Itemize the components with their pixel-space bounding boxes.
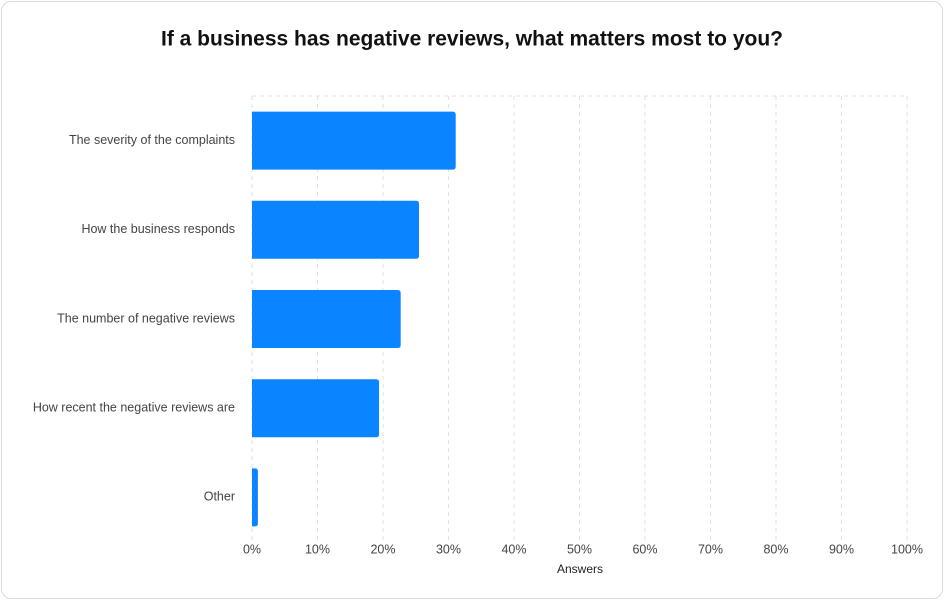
- x-tick-label: 30%: [436, 542, 461, 556]
- x-tick-label: 20%: [370, 542, 395, 556]
- x-axis-label: Answers: [557, 562, 603, 576]
- x-tick-label: 60%: [632, 542, 657, 556]
- category-label: How the business responds: [81, 222, 235, 236]
- x-tick-label: 80%: [763, 542, 788, 556]
- x-tick-label: 70%: [698, 542, 723, 556]
- x-tick-label: 90%: [829, 542, 854, 556]
- bar: [252, 468, 258, 527]
- x-tick-label: 40%: [501, 542, 526, 556]
- category-label: The number of negative reviews: [57, 311, 235, 325]
- x-tick-label: 100%: [891, 542, 923, 556]
- bar: [252, 379, 380, 438]
- category-label: The severity of the complaints: [69, 133, 235, 147]
- category-label: Other: [204, 490, 235, 504]
- bar: [252, 200, 420, 259]
- category-label: How recent the negative reviews are: [33, 400, 235, 414]
- bar: [252, 290, 401, 348]
- x-tick-label: 50%: [567, 542, 592, 556]
- x-tick-label: 0%: [243, 542, 261, 556]
- bar: [252, 111, 456, 170]
- chart-title: If a business has negative reviews, what…: [161, 28, 783, 51]
- x-tick-label: 10%: [305, 542, 330, 556]
